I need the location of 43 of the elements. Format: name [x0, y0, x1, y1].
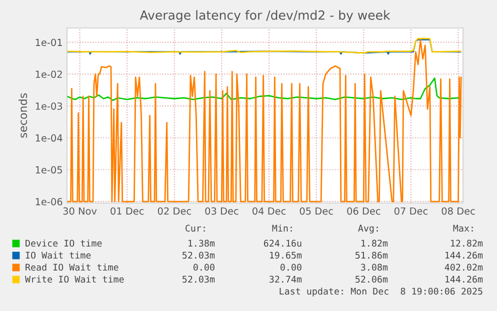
- text: 52.03m: [182, 276, 215, 283]
- text: 32.74m: [270, 276, 302, 283]
- y-tick-label: 1e-04: [36, 134, 62, 142]
- x-tick-label: 04 Dec: [252, 207, 286, 215]
- y-tick-label: 1e-03: [36, 102, 62, 110]
- x-tick-label: 07 Dec: [394, 207, 428, 215]
- y-tick-label: 1e-01: [36, 38, 62, 46]
- chart-title: Average latency for /dev/md2 - by week: [140, 10, 390, 22]
- legend-label: Read IO Wait time: [26, 264, 118, 271]
- x-tick-label: 05 Dec: [300, 207, 333, 215]
- x-tick-label: 06 Dec: [347, 207, 380, 215]
- text: Cur:: [186, 224, 205, 232]
- x-tick-label: 08 Dec: [442, 207, 475, 215]
- text: Min:: [272, 224, 292, 232]
- text: 52.03m: [182, 252, 215, 259]
- y-tick-label: 1e-02: [36, 70, 62, 78]
- text: Last update: Mon Dec 8 19:00:06 2025: [280, 288, 482, 296]
- text: 144.26m: [445, 276, 483, 283]
- text: 0.00: [194, 264, 214, 271]
- text: 19.65m: [270, 252, 302, 259]
- text: 12.82m: [450, 240, 483, 247]
- x-tick-label: 03 Dec: [205, 207, 238, 215]
- text: 51.86m: [356, 252, 388, 259]
- text: 402.02m: [444, 264, 483, 271]
- y-tick-label: 1e-06: [36, 198, 62, 206]
- x-tick-label: 01 Dec: [110, 207, 144, 215]
- x-tick-label: 02 Dec: [158, 207, 191, 215]
- legend-label: IO Wait time: [26, 252, 91, 259]
- text: Avg:: [358, 224, 378, 234]
- text: 624.16u: [264, 240, 302, 247]
- text: 1.82m: [362, 240, 388, 247]
- text: Max:: [453, 224, 473, 232]
- legend-label: Device IO time: [26, 240, 102, 247]
- x-tick-label: 30 Nov: [63, 207, 97, 215]
- text: 0.00: [280, 264, 302, 271]
- legend-label: Write IO Wait time: [25, 276, 124, 283]
- text: 52.06m: [356, 276, 388, 283]
- text: 3.08m: [361, 264, 388, 271]
- y-axis-title: seconds: [18, 93, 28, 138]
- line-series: [67, 77, 462, 102]
- text: 144.26m: [445, 252, 483, 259]
- text: 1.38m: [188, 240, 215, 247]
- y-tick-label: 1e-05: [36, 166, 62, 174]
